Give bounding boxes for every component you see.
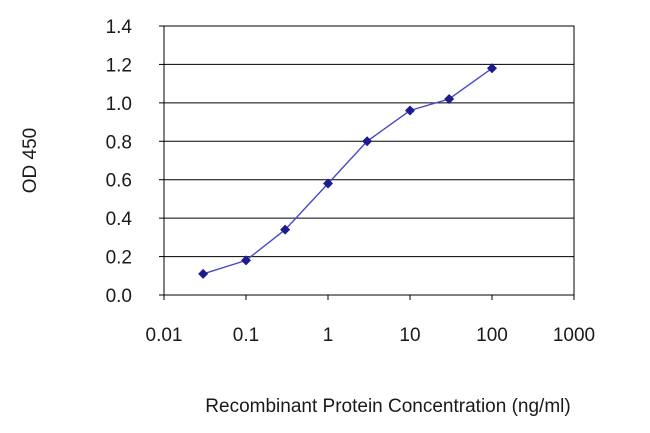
x-tick-label: 1000: [553, 325, 595, 346]
y-tick-label: 0.2: [106, 248, 132, 269]
data-point-marker: [487, 63, 497, 74]
y-tick-label: 0.0: [106, 286, 132, 307]
data-point-marker: [444, 94, 455, 105]
data-point-marker: [198, 268, 209, 279]
data-markers: [198, 63, 497, 279]
y-tick-label: 1.4: [106, 17, 133, 38]
x-tick-label: 0.1: [233, 325, 259, 346]
y-tick-label: 0.8: [106, 132, 132, 153]
x-tick-label: 10: [399, 325, 420, 346]
x-tick-label: 1: [323, 325, 334, 346]
series-line: [202, 67, 493, 275]
x-axis-ticks: 0.01 0.1 1 10 100 1000: [146, 295, 595, 346]
data-point-marker: [323, 178, 333, 189]
data-point-marker: [405, 105, 415, 116]
gridlines: [164, 63, 574, 258]
y-axis-ticks: 0.0 0.2 0.4 0.6 0.8 1.0 1.2 1.4: [106, 17, 164, 307]
x-axis-title: Recombinant Protein Concentration (ng/ml…: [205, 396, 570, 417]
y-axis-title: OD 450: [20, 128, 41, 193]
y-tick-label: 0.6: [106, 171, 132, 192]
plot-area: [163, 25, 575, 296]
x-tick-label: 100: [476, 325, 508, 346]
y-tick-label: 1.2: [106, 55, 132, 76]
data-point-marker: [362, 136, 373, 147]
y-tick-label: 1.0: [106, 94, 132, 115]
data-point-marker: [280, 224, 291, 235]
data-point-marker: [241, 255, 251, 266]
x-tick-label: 0.01: [146, 325, 183, 346]
y-tick-label: 0.4: [106, 209, 133, 230]
